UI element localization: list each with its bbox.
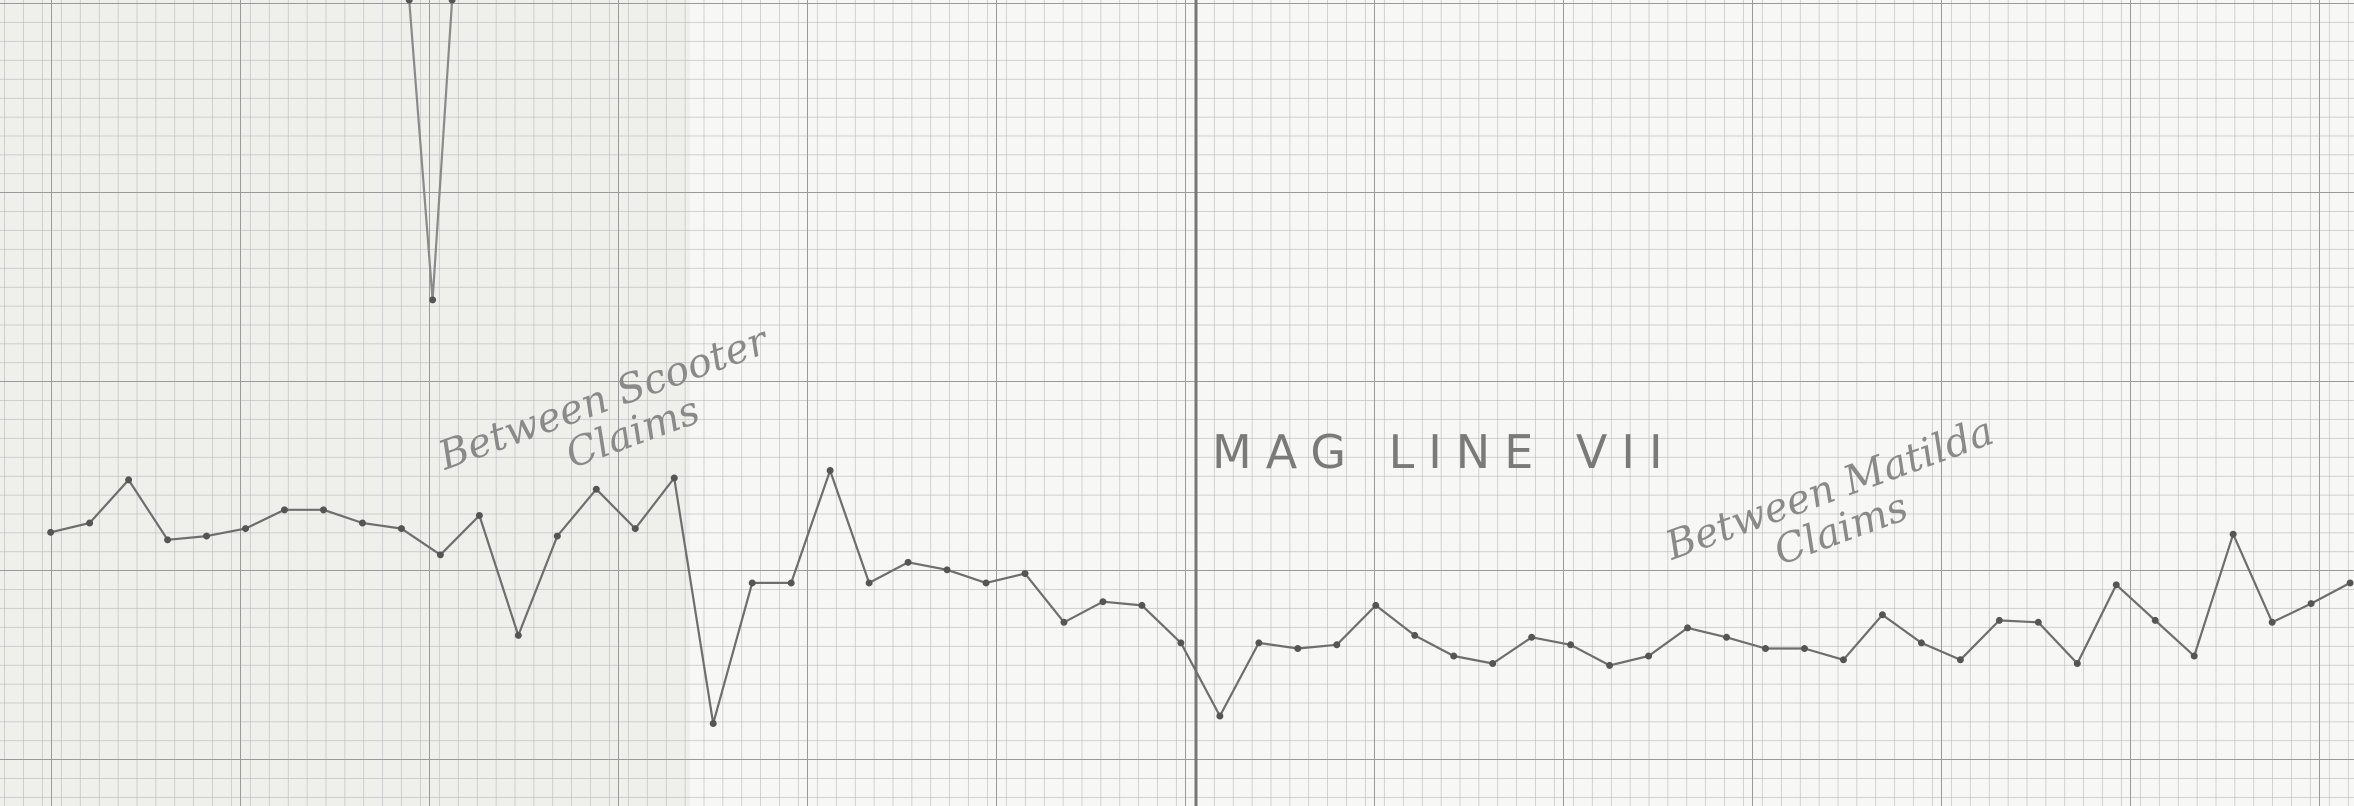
station-point [1800,645,1808,653]
station-point [1762,645,1769,653]
station-point [281,506,289,514]
station-point [1489,660,1497,668]
station-point [1411,631,1419,639]
station-point [475,511,483,519]
station-point [1878,611,1886,619]
station-point [1255,639,1263,647]
station-point [592,485,600,493]
station-point [1528,633,1536,641]
station-point [904,558,912,566]
station-point [826,466,834,474]
station-point [709,720,717,728]
station-point [405,0,413,4]
station-point [436,551,444,559]
station-point [943,566,951,574]
station-point [1839,656,1847,664]
station-point [1684,624,1692,632]
station-point [1723,633,1731,641]
station-point [1645,652,1653,660]
station-point [164,536,172,544]
station-point [2346,579,2354,587]
station-point [1060,618,1068,626]
station-point [358,519,366,527]
station-point [1567,641,1575,649]
station-point [1021,570,1029,578]
station-point [1372,601,1380,609]
station-point [1450,652,1458,660]
station-point [429,296,437,304]
station-point [982,579,990,587]
station-point [1606,661,1614,669]
station-point [1956,656,1964,664]
station-point [203,532,211,540]
station-point [397,525,405,533]
station-point [319,506,327,514]
station-point [2307,600,2315,608]
station-point [865,579,873,587]
station-point [748,579,756,587]
chart-title: MAG LINE VII [1212,425,1677,479]
station-point [1294,645,1302,653]
station-point [553,532,561,540]
station-point [787,579,795,587]
station-point [1138,601,1146,609]
station-point [2190,652,2198,660]
profile-line [50,469,2351,725]
station-point [448,0,456,4]
station-point [242,525,250,533]
station-point [2268,618,2276,626]
station-point [514,631,522,639]
station-point [670,474,678,482]
station-point [1177,639,1185,647]
station-point [1216,712,1224,720]
station-point [86,519,94,527]
station-point [631,525,639,533]
station-point [125,476,133,484]
station-point [1333,641,1341,649]
station-point [1917,639,1925,647]
station-point [2229,530,2237,538]
station-point [2112,581,2120,589]
station-point [2151,616,2159,624]
station-point [1995,616,2003,624]
station-point [47,528,55,536]
station-point [1099,598,1107,606]
station-point [2034,618,2042,626]
station-point [2073,660,2081,668]
